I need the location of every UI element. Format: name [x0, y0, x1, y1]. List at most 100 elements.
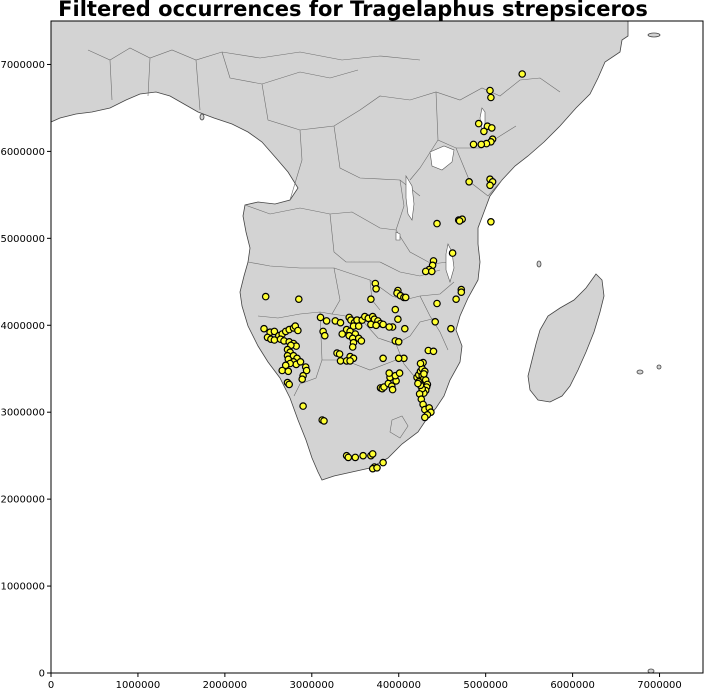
africa-landmass: [50, 20, 629, 481]
x-tick-label: 6000000: [550, 680, 595, 690]
occurrence-point: [278, 366, 287, 375]
occurrence-point: [368, 450, 377, 458]
occurrence-point: [401, 293, 410, 302]
occurrence-point: [336, 318, 345, 327]
occurrence-point: [294, 295, 303, 304]
lake-mweru: [395, 231, 401, 241]
occurrence-point: [474, 119, 483, 128]
occurrence-point: [302, 366, 311, 375]
occurrence-point: [379, 458, 387, 467]
axes-frame: [50, 20, 704, 674]
occurrence-point: [357, 337, 366, 345]
lake-victoria: [429, 145, 455, 171]
y-tick-label: 6000000: [0, 147, 45, 158]
x-tick-label: 3000000: [290, 680, 335, 690]
occurrence-point: [486, 181, 494, 190]
occurrence-point: [261, 292, 270, 301]
occurrence-point: [395, 369, 404, 377]
occurrence-point: [351, 453, 360, 462]
x-tick-label: 1000000: [116, 680, 161, 690]
kerguelen-island: [647, 668, 655, 674]
occurrence-point: [379, 320, 387, 329]
map-title: Filtered occurrences for Tragelaphus str…: [58, 0, 648, 21]
occurrence-point: [487, 124, 496, 132]
occurrence-point: [335, 350, 344, 358]
y-tick-label: 7000000: [0, 60, 45, 71]
occurrence-point: [400, 324, 409, 333]
occurrence-point: [385, 369, 394, 377]
occurrence-point: [385, 323, 394, 331]
bioko-island: [199, 113, 205, 121]
reunion-island: [636, 369, 644, 375]
occurrence-point: [455, 217, 464, 225]
lake-tanganyika: [405, 174, 415, 221]
occurrence-point: [296, 357, 305, 366]
occurrence-point: [336, 357, 345, 365]
occurrence-point: [284, 367, 293, 376]
occurrence-point: [285, 380, 294, 389]
occurrence-point: [354, 322, 363, 330]
occurrence-point: [281, 361, 290, 370]
occurrence-point: [394, 315, 402, 324]
occurrence-point: [260, 324, 268, 333]
x-tick-label: 0: [48, 680, 54, 690]
occurrence-point: [298, 375, 307, 384]
occurrence-point: [465, 178, 473, 186]
occurrence-point: [388, 385, 397, 394]
occurrence-point: [448, 249, 457, 257]
occurrence-point: [391, 305, 400, 314]
occurrence-point: [320, 331, 329, 340]
occurrence-point: [487, 218, 495, 226]
occurrence-point: [457, 288, 466, 297]
x-tick-label: 4000000: [376, 680, 421, 690]
x-tick-label: 2000000: [203, 680, 248, 690]
occurrence-point: [348, 343, 357, 351]
occurrence-point: [486, 86, 494, 95]
occurrence-point: [414, 379, 422, 388]
y-tick-label: 2000000: [0, 495, 45, 506]
occurrence-point: [367, 295, 375, 304]
y-tick-label: 3000000: [0, 408, 45, 419]
x-tick-label: 7000000: [637, 680, 682, 690]
basemap: [50, 20, 662, 674]
y-axis: 0 1000000 2000000 3000000 4000000 5000000 6000…: [0, 60, 51, 680]
occurrence-point: [322, 317, 331, 325]
occurrence-point: [469, 140, 478, 149]
occurrence-point: [452, 295, 460, 304]
comoros-island: [536, 260, 542, 268]
occurrence-point: [316, 313, 325, 322]
y-tick-label: 4000000: [0, 321, 45, 332]
x-axis: 0 1000000 2000000 3000000 4000000 5000000 6000…: [48, 673, 682, 690]
occurrence-point: [270, 336, 279, 344]
occurrence-point: [420, 413, 429, 422]
occurrence-point: [394, 337, 403, 346]
y-tick-label: 0: [39, 669, 45, 680]
madagascar: [527, 273, 605, 403]
occurrence-point: [270, 327, 279, 336]
occurrence-point: [338, 330, 347, 338]
occurrence-point: [433, 219, 441, 228]
occurrence-point: [372, 284, 380, 293]
occurrence-point: [487, 93, 495, 102]
occurrence-point: [429, 347, 438, 356]
occurrence-point: [477, 140, 486, 149]
occurrence-point: [320, 417, 328, 425]
occurrence-point: [344, 453, 353, 462]
occurrence-point: [379, 354, 387, 363]
y-tick-label: 1000000: [0, 582, 45, 593]
occurrence-point: [433, 299, 441, 308]
occurrence-point: [294, 326, 302, 335]
y-tick-label: 5000000: [0, 234, 45, 245]
occurrence-point: [480, 127, 488, 136]
occurrence-point: [373, 463, 381, 472]
occurrence-point: [416, 359, 425, 368]
occurrence-point: [359, 451, 367, 460]
occurrence-point: [394, 354, 403, 363]
x-tick-label: 5000000: [463, 680, 508, 690]
occurrence-point: [372, 321, 380, 330]
occurrence-point: [518, 70, 527, 78]
occurrence-point: [421, 267, 430, 276]
occurrence-point: [346, 357, 354, 365]
occurrence-point: [420, 370, 428, 378]
